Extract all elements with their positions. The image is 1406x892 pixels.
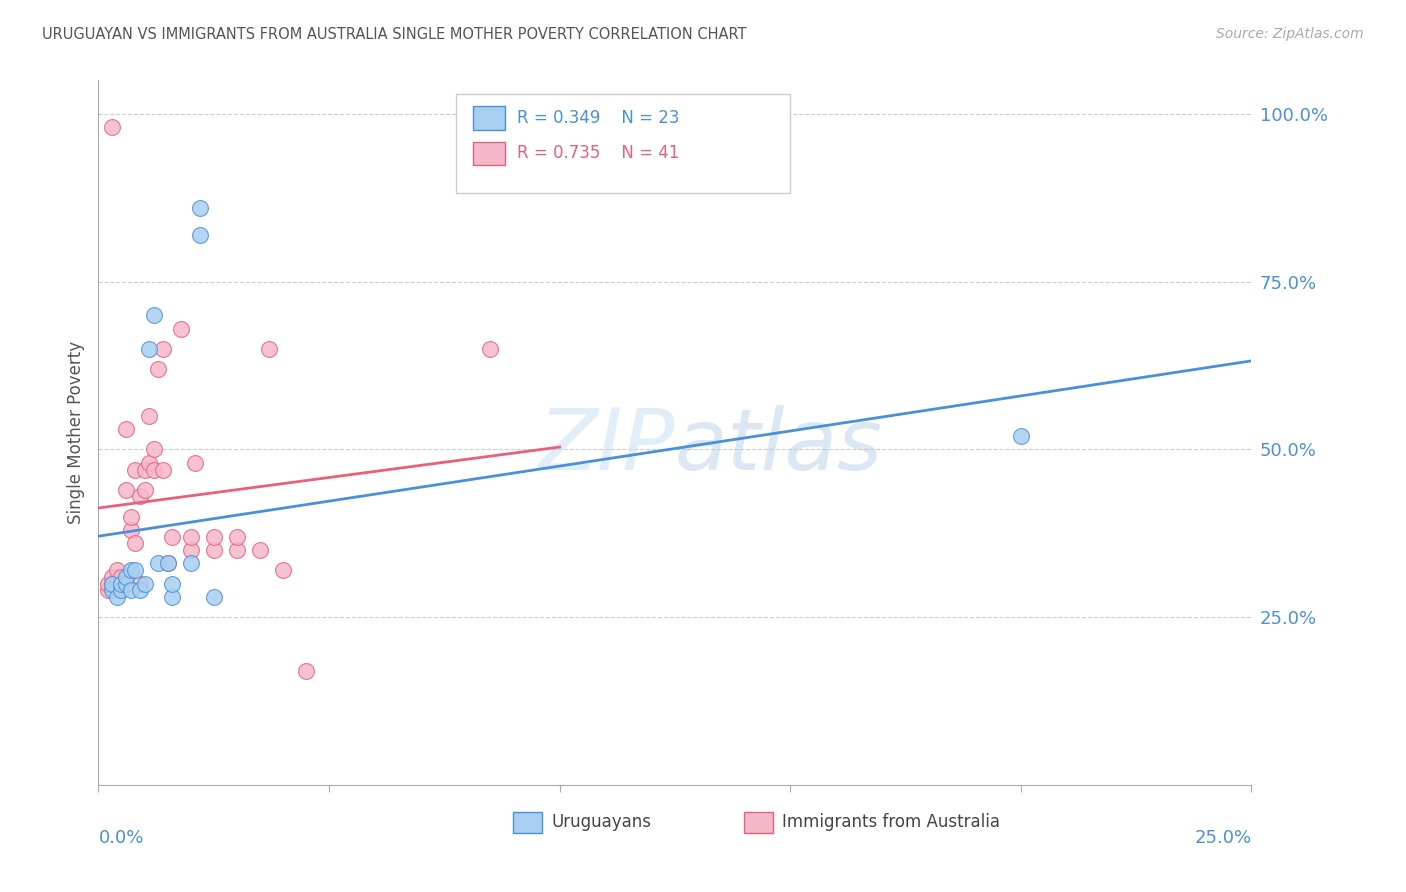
Point — [152, 342, 174, 356]
Point — [148, 362, 170, 376]
Point — [180, 557, 202, 571]
Point — [479, 342, 502, 356]
Point — [120, 563, 142, 577]
Point — [97, 583, 120, 598]
FancyBboxPatch shape — [513, 812, 543, 833]
Point — [257, 342, 280, 356]
Point — [202, 530, 225, 544]
Point — [110, 570, 132, 584]
Point — [115, 576, 138, 591]
Point — [124, 536, 146, 550]
Point — [249, 543, 271, 558]
Point — [138, 409, 160, 423]
Point — [180, 530, 202, 544]
Point — [138, 342, 160, 356]
Text: Immigrants from Australia: Immigrants from Australia — [782, 814, 1000, 831]
Point — [120, 523, 142, 537]
Text: Source: ZipAtlas.com: Source: ZipAtlas.com — [1216, 27, 1364, 41]
Point — [110, 583, 132, 598]
Point — [134, 483, 156, 497]
Point — [101, 583, 124, 598]
Point — [152, 462, 174, 476]
Text: 0.0%: 0.0% — [98, 830, 143, 847]
Point — [160, 590, 183, 604]
FancyBboxPatch shape — [744, 812, 773, 833]
Point — [202, 590, 225, 604]
Point — [271, 563, 294, 577]
Point — [124, 563, 146, 577]
Point — [160, 576, 183, 591]
Point — [202, 543, 225, 558]
Point — [120, 509, 142, 524]
Point — [105, 563, 128, 577]
Point — [110, 576, 132, 591]
Text: R = 0.735    N = 41: R = 0.735 N = 41 — [517, 144, 679, 161]
Point — [225, 543, 247, 558]
Point — [156, 557, 179, 571]
Point — [115, 422, 138, 436]
Point — [124, 462, 146, 476]
Point — [110, 583, 132, 598]
Point — [105, 576, 128, 591]
Point — [115, 483, 138, 497]
Point — [180, 543, 202, 558]
Point — [184, 456, 207, 470]
Point — [142, 462, 165, 476]
Point — [148, 557, 170, 571]
Point — [129, 489, 152, 503]
Point — [101, 576, 124, 591]
Text: 25.0%: 25.0% — [1194, 830, 1251, 847]
Text: R = 0.349    N = 23: R = 0.349 N = 23 — [517, 109, 679, 127]
Point — [120, 583, 142, 598]
Point — [1010, 429, 1032, 443]
Point — [160, 530, 183, 544]
FancyBboxPatch shape — [472, 142, 505, 165]
Point — [115, 570, 138, 584]
Text: URUGUAYAN VS IMMIGRANTS FROM AUSTRALIA SINGLE MOTHER POVERTY CORRELATION CHART: URUGUAYAN VS IMMIGRANTS FROM AUSTRALIA S… — [42, 27, 747, 42]
FancyBboxPatch shape — [456, 95, 790, 193]
Point — [101, 576, 124, 591]
Point — [156, 557, 179, 571]
Point — [101, 120, 124, 135]
Point — [142, 308, 165, 322]
Text: ZIP: ZIP — [538, 405, 675, 488]
Point — [97, 576, 120, 591]
Point — [225, 530, 247, 544]
Point — [138, 456, 160, 470]
Point — [101, 570, 124, 584]
Text: Uruguayans: Uruguayans — [551, 814, 651, 831]
Point — [129, 583, 152, 598]
Text: atlas: atlas — [675, 405, 883, 488]
FancyBboxPatch shape — [472, 106, 505, 129]
Y-axis label: Single Mother Poverty: Single Mother Poverty — [66, 341, 84, 524]
Point — [129, 576, 152, 591]
Point — [295, 664, 318, 678]
Point — [170, 321, 193, 335]
Point — [134, 462, 156, 476]
Point — [142, 442, 165, 457]
Point — [188, 227, 211, 242]
Point — [134, 576, 156, 591]
Point — [188, 201, 211, 215]
Point — [105, 590, 128, 604]
